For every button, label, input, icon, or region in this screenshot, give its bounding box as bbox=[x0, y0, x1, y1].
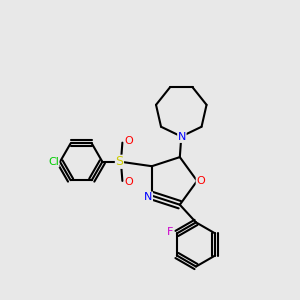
Text: O: O bbox=[124, 177, 133, 188]
Text: O: O bbox=[124, 136, 133, 146]
Text: O: O bbox=[196, 176, 205, 186]
Text: S: S bbox=[116, 155, 123, 168]
Text: Cl: Cl bbox=[48, 157, 59, 167]
Text: N: N bbox=[144, 192, 152, 202]
Text: N: N bbox=[178, 132, 186, 142]
Text: F: F bbox=[167, 227, 174, 237]
